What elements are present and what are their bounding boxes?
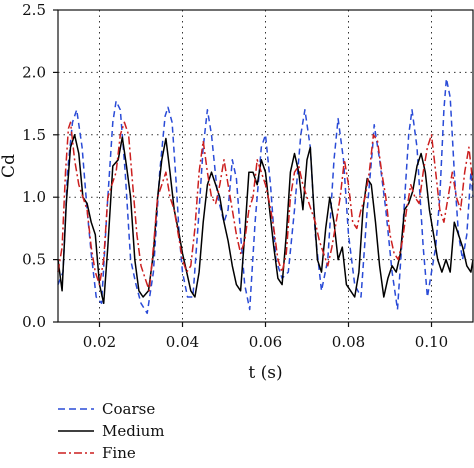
y-tick-label: 1.0	[22, 188, 46, 206]
x-tick-label: 0.08	[332, 333, 365, 351]
legend-swatch-coarse	[58, 408, 94, 410]
y-tick-label: 2.5	[22, 1, 46, 19]
x-tick-label: 0.10	[415, 333, 448, 351]
series-lines	[57, 77, 474, 315]
y-axis-title: Cd	[0, 154, 19, 178]
legend-label-fine: Fine	[102, 444, 136, 462]
x-tick-label: 0.02	[83, 333, 116, 351]
x-tick-label: 0.06	[249, 333, 282, 351]
legend-swatch-medium	[58, 430, 94, 432]
x-axis-title: t (s)	[248, 363, 282, 383]
legend-label-coarse: Coarse	[102, 400, 156, 418]
series-line-fine	[57, 121, 474, 292]
legend-swatch-fine	[58, 452, 94, 454]
axis-ticks: 0.02 0.04 0.06 0.08 0.10 0.0 0.5 1.0 1.5 2.0 2.5	[22, 1, 448, 351]
series-line-coarse	[57, 77, 474, 315]
y-tick-label: 1.5	[22, 126, 46, 144]
y-tick-label: 2.0	[22, 63, 46, 81]
series-line-medium	[57, 134, 474, 305]
legend-label-medium: Medium	[102, 422, 165, 440]
legend-item-fine: Fine	[56, 442, 165, 464]
grid-lines	[58, 10, 473, 322]
legend: Coarse Medium Fine	[56, 398, 165, 464]
legend-item-medium: Medium	[56, 420, 165, 442]
y-tick-label: 0.0	[22, 313, 46, 331]
legend-item-coarse: Coarse	[56, 398, 165, 420]
x-tick-label: 0.04	[166, 333, 199, 351]
y-tick-label: 0.5	[22, 251, 46, 269]
